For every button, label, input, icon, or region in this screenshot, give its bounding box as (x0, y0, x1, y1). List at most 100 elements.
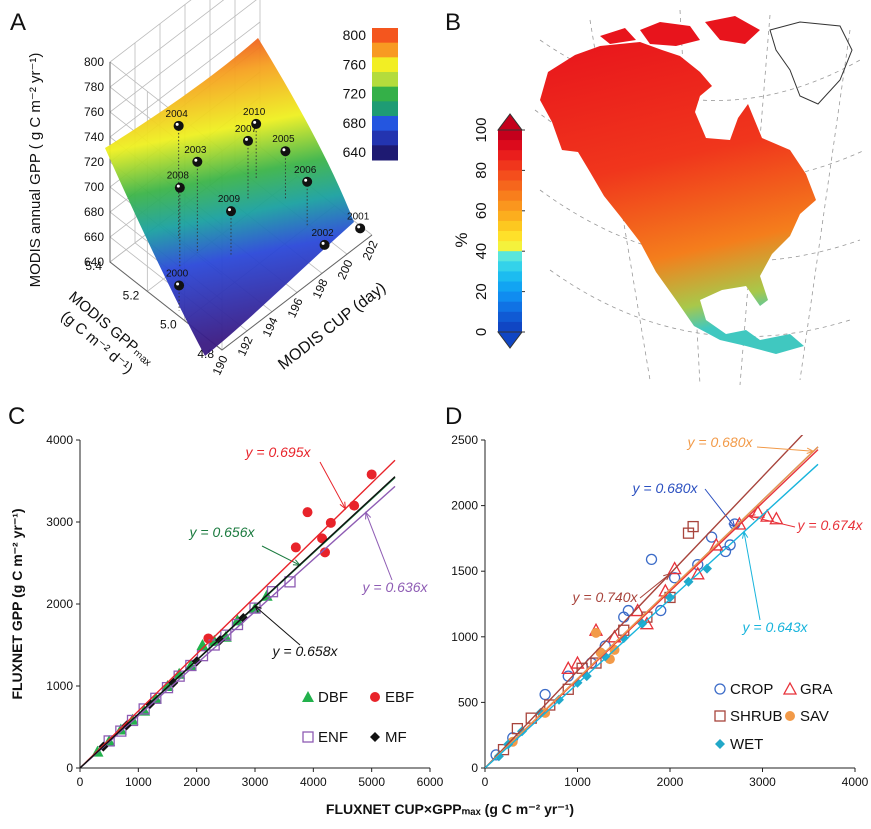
z-tick-label: 700 (84, 180, 104, 194)
point (196, 650, 209, 662)
colorbar-band (372, 42, 398, 58)
fitted-surface (105, 38, 354, 356)
colorbar-extension (497, 113, 523, 131)
legend-marker (715, 739, 725, 749)
legend-label: ENF (318, 729, 348, 746)
y-tick-label: 1500 (451, 564, 478, 578)
colorbar-tick-label: 0 (473, 328, 490, 336)
point (302, 176, 313, 187)
colorbar-band (372, 116, 398, 132)
annotation-arrow (254, 605, 301, 646)
colorbar-extension (497, 331, 523, 349)
point (355, 223, 366, 234)
colorbar-band (498, 140, 522, 151)
x-tick-label: 0 (482, 775, 489, 789)
point (174, 280, 185, 291)
point-label: 2002 (311, 228, 334, 239)
point (724, 539, 736, 551)
point (576, 662, 588, 674)
arrow-head (339, 501, 347, 510)
colorbar-tick-label: 760 (343, 56, 367, 72)
y-tick-label: 5.4 (85, 259, 102, 273)
legend-label: SHRUB (730, 708, 783, 725)
legend-marker (785, 711, 795, 721)
point-highlight (282, 148, 286, 152)
point (732, 516, 747, 530)
legend-marker (370, 732, 380, 742)
point (690, 566, 705, 580)
y-tick-label: 5.0 (160, 318, 177, 332)
point (103, 735, 115, 747)
colorbar-band (498, 190, 522, 202)
annotation-arrow (365, 512, 393, 581)
point (174, 182, 185, 193)
colorbar-band (372, 145, 398, 161)
point (618, 633, 629, 644)
colorbar-band (498, 180, 522, 192)
arrow-head (365, 511, 372, 520)
point (607, 629, 622, 643)
colorbar-band (498, 311, 522, 323)
point (320, 547, 330, 558)
point (705, 531, 718, 543)
z-axis-label: MODIS annual GPP ( g C m⁻² yr⁻¹) (27, 53, 44, 288)
point-label: 2000 (166, 268, 189, 279)
colorbar-tick-label: 80 (473, 162, 490, 179)
fit-label: y = 0.695x (245, 444, 312, 460)
y-tick-label: 2000 (451, 499, 478, 513)
point-label: 2001 (347, 211, 370, 222)
legend-label: SAV (800, 708, 829, 725)
axis-edge (109, 62, 373, 351)
point (591, 627, 601, 638)
z-tick-label: 640 (84, 255, 104, 269)
colorbar-band (498, 251, 522, 262)
point (115, 725, 127, 737)
y-tick-label: 4000 (46, 433, 73, 447)
point (750, 504, 765, 518)
annotation-arrow (743, 531, 761, 621)
x-tick-label: 1000 (564, 775, 591, 789)
annotation-arrow (639, 573, 671, 599)
legend-label: MF (385, 729, 407, 746)
y-tick-label: 2500 (451, 433, 478, 447)
point (161, 680, 174, 691)
arrow-head (741, 530, 749, 539)
point (251, 118, 262, 129)
fit-label: y = 0.658x (272, 643, 339, 659)
x-tick-label: 0 (77, 775, 84, 789)
point (622, 604, 635, 617)
x-tick-label: 1000 (125, 775, 152, 789)
point-label: 2008 (167, 171, 190, 182)
point-highlight (176, 282, 180, 286)
legend-label: WET (730, 736, 763, 753)
colorbar-band (498, 231, 522, 242)
point (760, 508, 775, 522)
point-label: 2007 (235, 124, 258, 135)
fit-label: y = 0.636x (362, 579, 429, 595)
north-america (540, 42, 816, 354)
legend-label: DBF (318, 689, 348, 706)
colorbar-band (372, 28, 398, 44)
colorbar-band (498, 291, 522, 303)
point-label: 2006 (294, 165, 317, 176)
x-tick-label: 5000 (358, 775, 385, 789)
point (249, 602, 261, 614)
annotation-arrow (748, 515, 796, 528)
x-tick-label: 4000 (300, 775, 327, 789)
plot-area: 0 1000 2000 3000 4000 5000 6000010002000300040… (9, 433, 574, 817)
point-label: 2010 (243, 107, 266, 118)
point-label: 2004 (166, 109, 189, 120)
x-tick-label: 2000 (183, 775, 210, 789)
point-label: 2003 (184, 145, 207, 156)
fit-label: y = 0.680x (632, 480, 699, 496)
colorbar-tick-label: 20 (473, 283, 490, 300)
annotation-arrow (704, 488, 736, 528)
colorbar-band (372, 86, 398, 102)
legend-marker (782, 681, 798, 695)
point (215, 635, 225, 646)
map-colorbar: 0 20 40 60 80 100% (452, 113, 525, 349)
colorbar-band (372, 101, 398, 117)
fit-label: y = 0.674x (797, 517, 864, 533)
